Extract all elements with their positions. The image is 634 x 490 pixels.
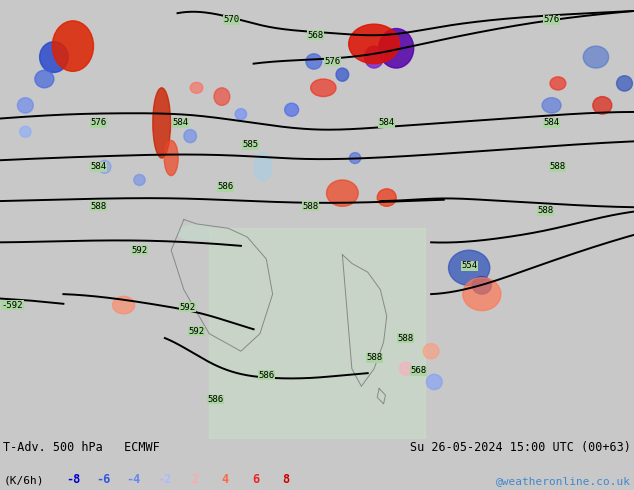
Ellipse shape (17, 98, 33, 113)
Bar (209, 228, 425, 439)
Text: -592: -592 (2, 300, 23, 310)
Text: (K/6h): (K/6h) (3, 476, 44, 486)
Ellipse shape (98, 160, 111, 173)
Ellipse shape (285, 103, 299, 116)
Ellipse shape (134, 174, 145, 186)
Text: 592: 592 (179, 303, 195, 312)
Ellipse shape (35, 70, 54, 88)
Text: 584: 584 (172, 119, 189, 127)
Text: 8: 8 (282, 473, 290, 486)
Ellipse shape (593, 97, 612, 114)
Ellipse shape (113, 296, 135, 314)
Ellipse shape (164, 141, 178, 175)
Text: 588: 588 (550, 162, 566, 171)
Text: 554: 554 (461, 261, 477, 270)
Text: 4: 4 (221, 473, 229, 486)
Text: 568: 568 (410, 367, 427, 375)
Ellipse shape (254, 152, 272, 181)
Ellipse shape (311, 79, 336, 97)
Text: 588: 588 (366, 353, 382, 362)
Text: 586: 586 (258, 371, 275, 380)
Text: 570: 570 (223, 15, 240, 24)
Ellipse shape (583, 46, 609, 68)
Ellipse shape (20, 126, 31, 137)
Ellipse shape (153, 88, 171, 158)
Ellipse shape (379, 28, 413, 68)
Ellipse shape (349, 152, 361, 164)
Ellipse shape (424, 343, 439, 359)
Text: 576: 576 (90, 119, 107, 127)
Ellipse shape (550, 77, 566, 90)
Text: 588: 588 (537, 206, 553, 215)
Ellipse shape (178, 225, 216, 241)
Ellipse shape (39, 42, 68, 73)
Text: @weatheronline.co.uk: @weatheronline.co.uk (496, 476, 631, 486)
Ellipse shape (190, 82, 203, 93)
Ellipse shape (214, 88, 230, 105)
Ellipse shape (377, 189, 396, 206)
Text: 585: 585 (242, 140, 259, 149)
Ellipse shape (616, 76, 632, 91)
Text: -8: -8 (66, 473, 80, 486)
Text: -6: -6 (96, 473, 110, 486)
Ellipse shape (399, 362, 412, 375)
Text: Su 26-05-2024 15:00 UTC (00+63): Su 26-05-2024 15:00 UTC (00+63) (410, 441, 631, 454)
Ellipse shape (184, 129, 197, 143)
Text: 588: 588 (302, 202, 319, 211)
Ellipse shape (327, 180, 358, 206)
Ellipse shape (463, 278, 501, 311)
Text: -4: -4 (127, 473, 141, 486)
Text: 588: 588 (90, 202, 107, 211)
Text: 568: 568 (307, 30, 324, 40)
Text: 586: 586 (207, 395, 224, 404)
Text: 584: 584 (543, 119, 560, 127)
Text: 6: 6 (252, 473, 259, 486)
Ellipse shape (235, 109, 247, 120)
Text: -2: -2 (157, 473, 171, 486)
Ellipse shape (349, 24, 399, 64)
Text: 588: 588 (398, 334, 414, 343)
Text: 576: 576 (325, 57, 341, 66)
Ellipse shape (365, 46, 384, 68)
Ellipse shape (472, 276, 491, 294)
Text: 576: 576 (543, 15, 560, 24)
Text: 584: 584 (90, 162, 107, 171)
Text: 592: 592 (188, 327, 205, 336)
Text: 2: 2 (191, 473, 198, 486)
Ellipse shape (306, 54, 321, 69)
Ellipse shape (426, 374, 443, 390)
Text: 592: 592 (131, 245, 148, 255)
Text: T-Adv. 500 hPa   ECMWF: T-Adv. 500 hPa ECMWF (3, 441, 160, 454)
Ellipse shape (52, 21, 94, 72)
Ellipse shape (542, 98, 561, 113)
Ellipse shape (336, 68, 349, 81)
Ellipse shape (448, 250, 489, 285)
Text: 586: 586 (217, 182, 233, 191)
Text: 584: 584 (378, 119, 395, 127)
